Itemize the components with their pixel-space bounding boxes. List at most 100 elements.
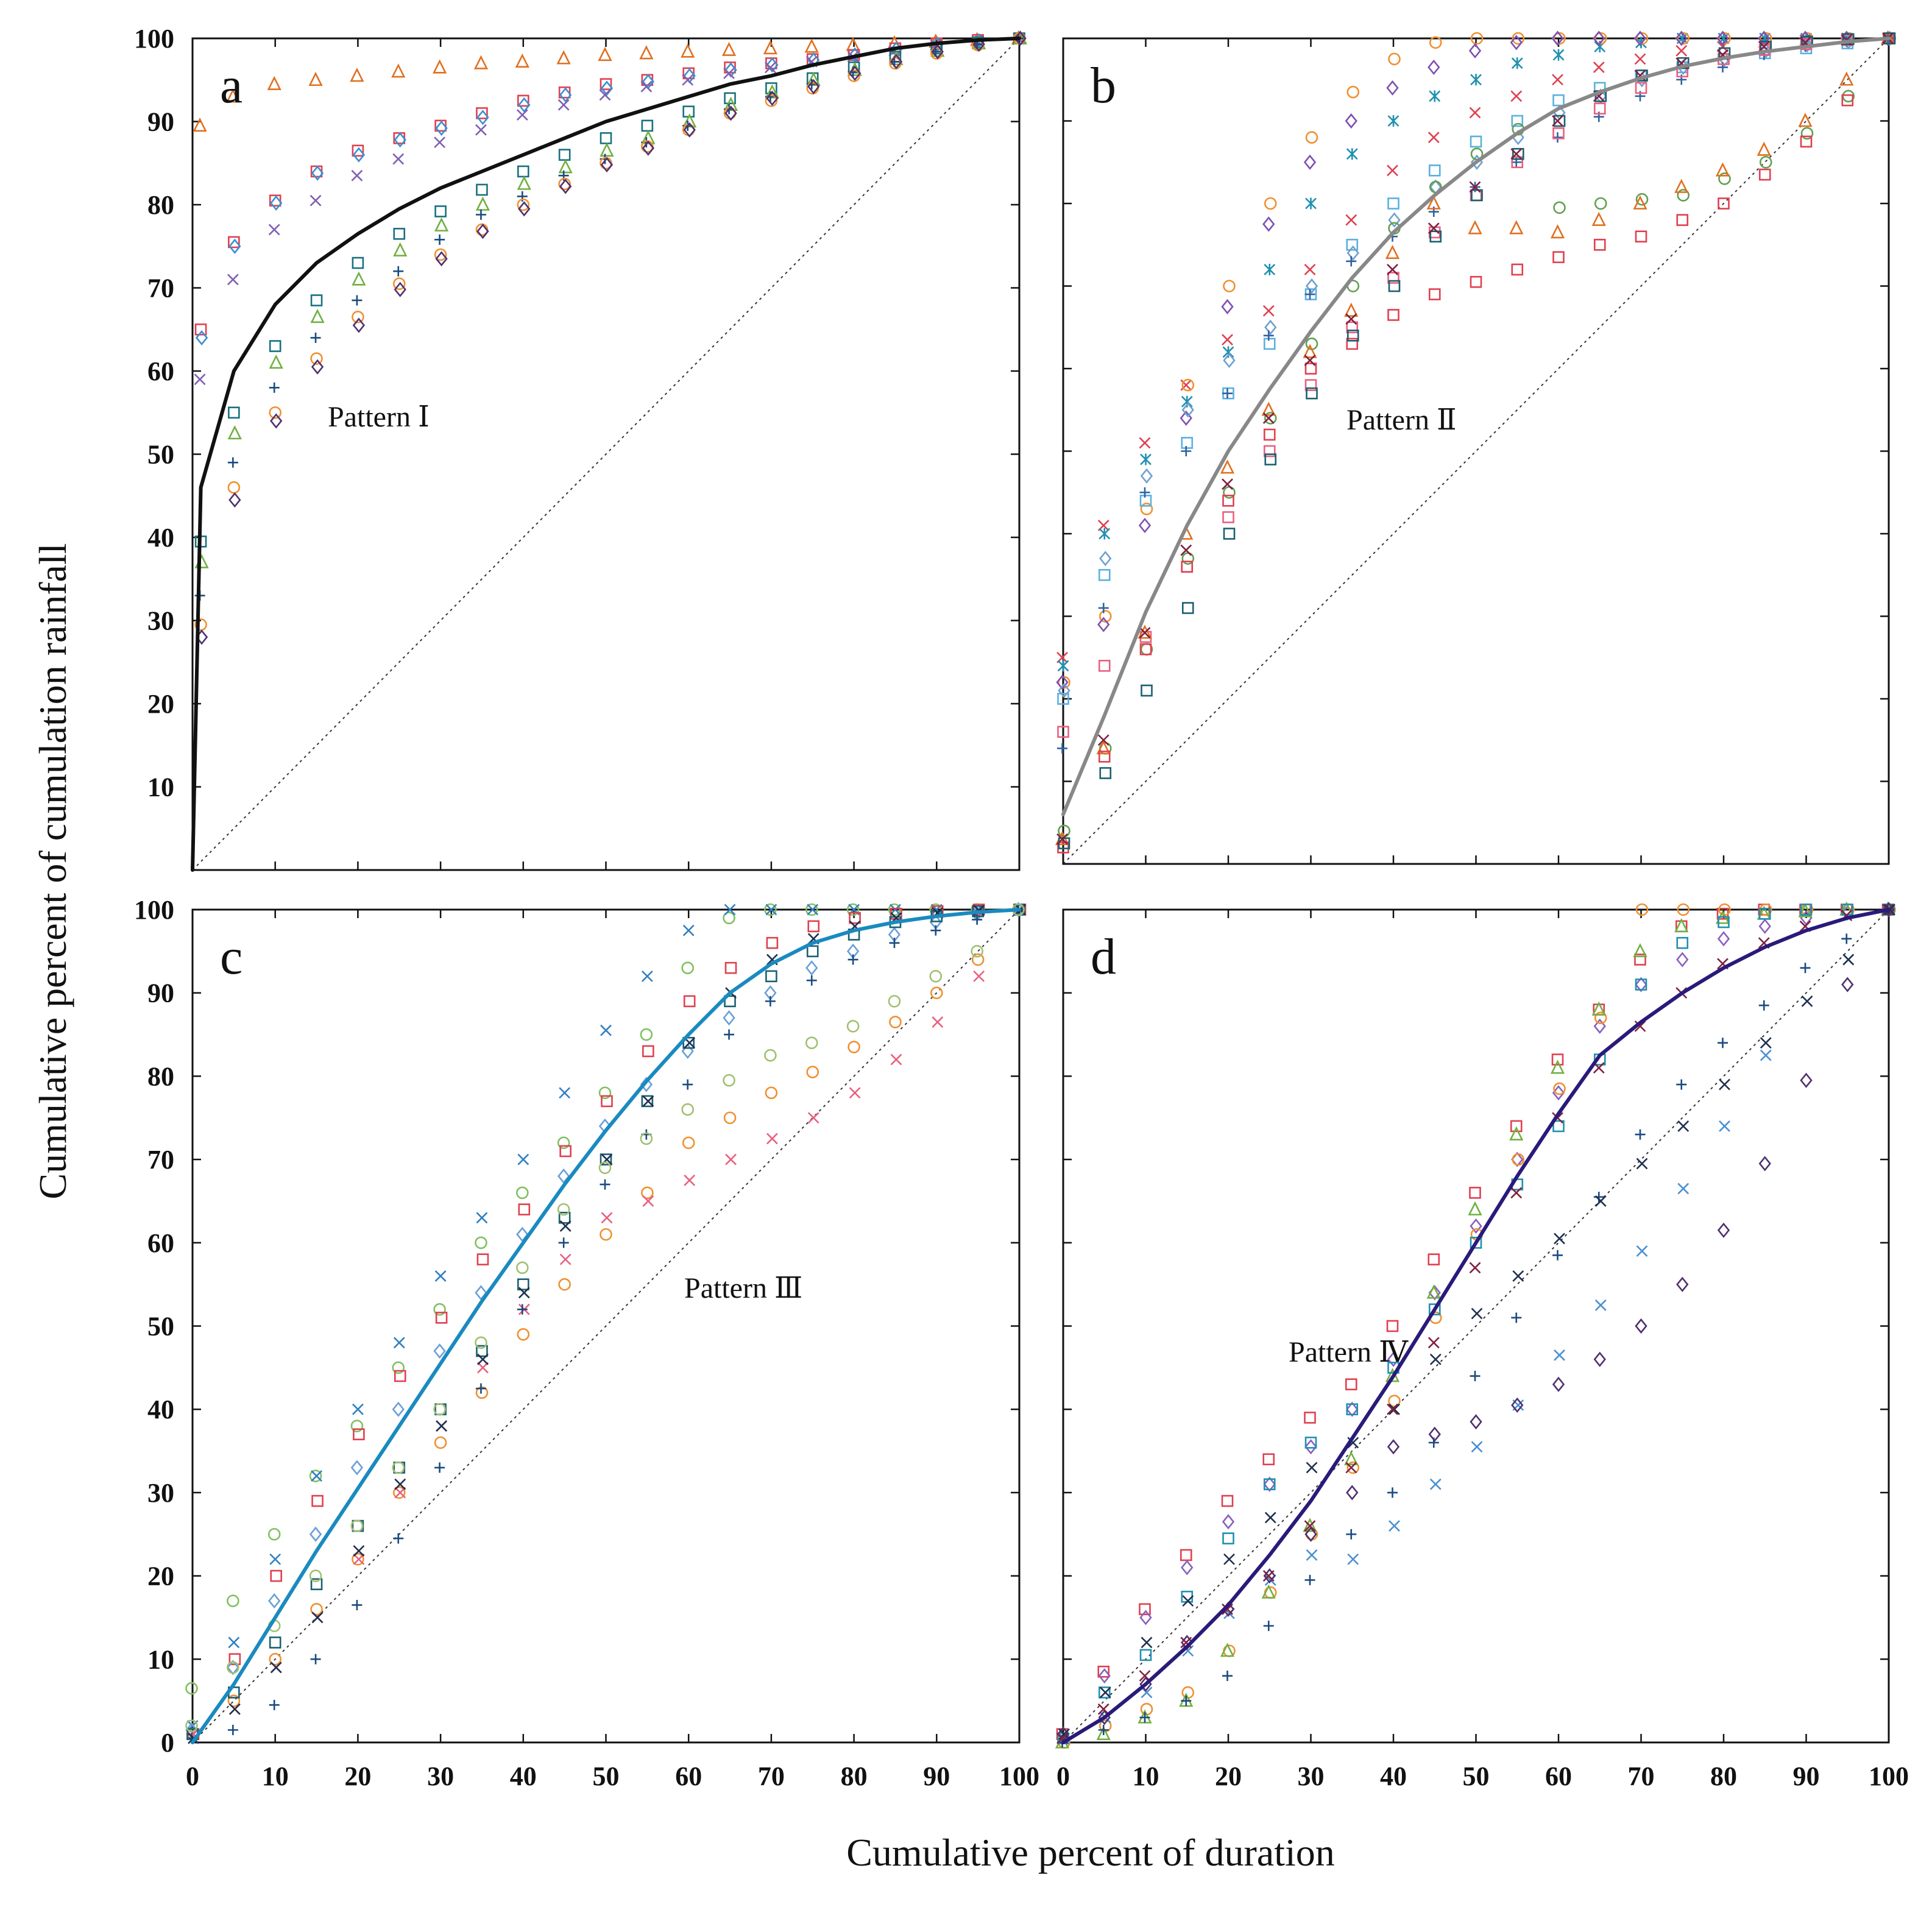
data-point (1388, 52, 1401, 66)
data-point (766, 90, 779, 106)
data-point (353, 1428, 365, 1441)
data-point (1386, 1320, 1399, 1332)
data-point (1757, 141, 1771, 156)
data-point (1263, 330, 1274, 341)
data-point (394, 281, 406, 297)
data-point (847, 69, 860, 82)
data-point (1468, 43, 1482, 58)
data-point (1057, 743, 1067, 754)
data-point (311, 1611, 324, 1624)
data-point (641, 970, 653, 982)
reference-diagonal (192, 909, 1020, 1743)
data-point (228, 1703, 241, 1715)
data-point (763, 40, 778, 55)
data-point (1306, 1549, 1318, 1561)
data-point (352, 271, 366, 286)
data-point (475, 124, 487, 136)
data-point (1594, 1299, 1607, 1311)
data-point (1552, 94, 1565, 107)
data-point (1428, 222, 1440, 235)
data-point (350, 1420, 364, 1432)
data-point (270, 1569, 283, 1582)
data-point (1303, 344, 1317, 358)
data-point (558, 149, 571, 161)
data-point (973, 970, 985, 982)
data-point (1800, 37, 1814, 53)
data-point (1718, 32, 1731, 45)
data-point (1718, 1038, 1728, 1049)
data-point (269, 1636, 281, 1649)
data-point (1098, 1725, 1109, 1735)
series-s7 (186, 904, 1024, 1744)
x-tick-label: 40 (510, 1761, 537, 1791)
data-point (847, 1041, 860, 1053)
data-point (1552, 132, 1563, 143)
data-point (1264, 1512, 1276, 1524)
data-point (1346, 1403, 1359, 1415)
data-point (228, 492, 241, 508)
data-point (765, 84, 780, 99)
data-point (1675, 30, 1688, 46)
data-point (268, 1593, 281, 1609)
data-point (1512, 32, 1525, 45)
data-point (518, 97, 531, 113)
data-point (600, 1153, 612, 1165)
data-point (847, 954, 858, 965)
x-tick-label: 30 (427, 1761, 454, 1791)
data-point (559, 1253, 571, 1265)
data-point (433, 1343, 446, 1359)
data-point (1305, 197, 1317, 210)
data-point (642, 140, 655, 156)
y-tick-label: 0 (161, 1728, 174, 1758)
data-point (1718, 197, 1730, 210)
data-point (681, 43, 695, 58)
data-point (393, 1337, 405, 1349)
data-point (682, 1136, 695, 1150)
data-point (350, 1519, 364, 1532)
data-point (1345, 313, 1357, 325)
data-point (1057, 660, 1069, 672)
data-point (475, 1285, 487, 1301)
data-point (309, 1569, 322, 1582)
data-point (1139, 1649, 1152, 1661)
data-point (475, 1383, 486, 1394)
data-point (432, 59, 447, 74)
data-point (352, 1599, 363, 1610)
series-s1 (1056, 904, 1894, 1741)
data-point (1388, 280, 1401, 292)
data-point (1263, 1478, 1276, 1491)
data-point (1304, 263, 1316, 275)
data-point (1181, 561, 1194, 573)
series-s3 (1058, 32, 1896, 689)
data-point (1636, 1245, 1648, 1257)
data-point (311, 1494, 324, 1507)
data-point (1388, 212, 1401, 228)
data-point (1222, 1671, 1233, 1682)
data-point (639, 45, 654, 60)
data-point (1760, 1037, 1772, 1049)
data-point (311, 165, 324, 181)
data-point (1593, 30, 1605, 46)
series-s4 (1056, 30, 1894, 690)
data-point (1511, 263, 1524, 276)
data-point (434, 136, 446, 149)
data-point (227, 1694, 241, 1707)
data-point (1760, 1049, 1772, 1061)
panel-letter: c (220, 928, 242, 985)
data-point (352, 317, 366, 333)
data-point (269, 340, 281, 352)
data-point (1181, 602, 1194, 614)
data-point (640, 1028, 653, 1041)
data-point (1842, 953, 1855, 966)
data-point (1674, 179, 1689, 193)
data-point (1222, 388, 1233, 399)
data-point (434, 217, 449, 232)
data-point (1222, 1603, 1233, 1615)
data-point (846, 903, 860, 916)
data-point (476, 183, 488, 196)
data-point (1470, 74, 1482, 86)
data-point (1057, 841, 1069, 854)
data-point (1387, 197, 1399, 210)
data-point (227, 1660, 239, 1675)
data-point (353, 1553, 365, 1565)
